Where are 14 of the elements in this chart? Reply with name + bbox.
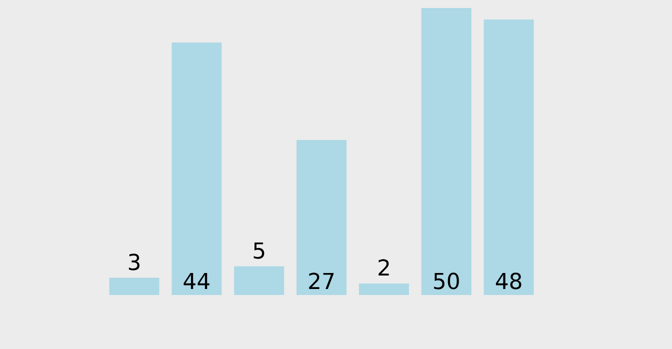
data-label: 5 — [252, 239, 266, 264]
bar — [172, 42, 222, 295]
data-label: 50 — [432, 270, 460, 295]
bar — [296, 140, 347, 295]
data-label: 48 — [494, 270, 523, 295]
bar — [234, 266, 284, 295]
data-label: 3 — [127, 250, 142, 276]
bar — [358, 284, 409, 295]
data-label: 44 — [182, 270, 211, 295]
data-label: 2 — [376, 256, 391, 282]
bar — [109, 278, 160, 295]
bar — [421, 8, 472, 295]
bar — [484, 19, 534, 295]
data-label: 27 — [308, 270, 336, 295]
